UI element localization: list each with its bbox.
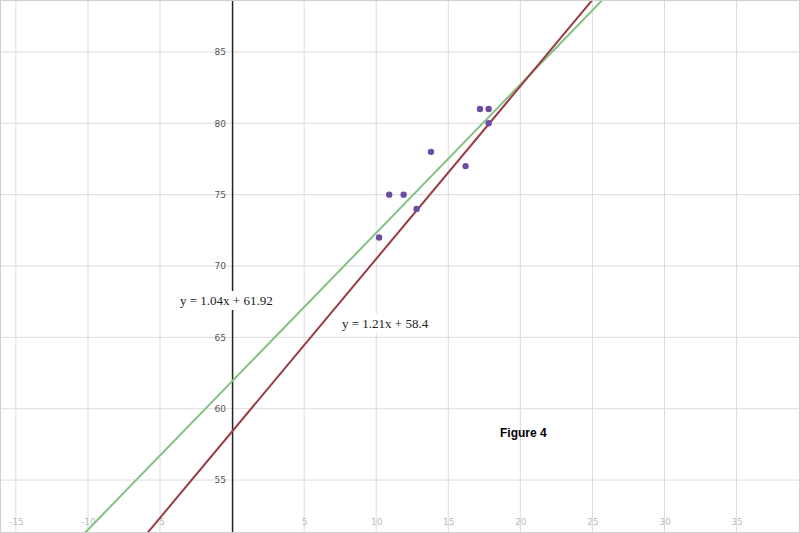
y-tick-label: 60 <box>215 404 227 414</box>
scatter-point <box>413 206 419 212</box>
x-tick: 25 <box>587 517 598 527</box>
y-axis-line <box>232 1 234 533</box>
x-tick-label: 20 <box>515 517 527 527</box>
scatter-point <box>485 120 491 126</box>
y-tick: 65 <box>215 333 232 343</box>
y-grid-line <box>0 337 800 338</box>
y-tick: 75 <box>215 190 232 200</box>
y-grid-line <box>0 51 800 52</box>
scatter-point <box>400 191 406 197</box>
x-tick: 20 <box>515 517 527 527</box>
y-grid-line <box>0 408 800 409</box>
y-tick-label: 85 <box>215 47 226 57</box>
equation-label-box: y = 1.04x + 61.92 <box>177 291 276 310</box>
scatter-point <box>485 106 491 112</box>
y-axis: 55 60 65 70 75 80 85 <box>215 1 233 533</box>
x-tick: -15 <box>9 517 24 527</box>
x-tick-label: 30 <box>659 517 671 527</box>
grid <box>0 0 800 533</box>
x-tick-label: 35 <box>731 517 742 527</box>
y-grid-line <box>0 266 800 267</box>
chart: 55606570758085-15-10-55101520253035y = 1… <box>0 0 800 533</box>
y-tick: 70 <box>215 261 232 271</box>
y-tick: 85 <box>215 47 232 57</box>
equation-label: y = 1.21x + 58.4 <box>342 316 429 331</box>
y-tick: 80 <box>215 119 232 129</box>
x-tick: 15 <box>443 517 454 527</box>
x-axis-line <box>1 519 800 520</box>
x-tick: 35 <box>731 517 742 527</box>
scatter-point <box>477 106 483 112</box>
plot-frame <box>1 1 800 533</box>
y-tick-label: 80 <box>215 119 227 129</box>
regression-line <box>0 0 800 533</box>
figure-caption: Figure 4 <box>500 426 547 440</box>
y-grid-line <box>0 123 800 124</box>
x-tick: 30 <box>659 517 671 527</box>
y-tick-label: 70 <box>215 261 227 271</box>
x-tick: 10 <box>371 517 383 527</box>
scatter-point <box>462 163 468 169</box>
x-tick-label: 5 <box>302 517 308 527</box>
regression-line <box>0 0 800 533</box>
scatter-point <box>376 234 382 240</box>
equation-label: y = 1.04x + 61.92 <box>180 293 273 308</box>
scatter-point <box>428 149 434 155</box>
equation-label-box: y = 1.21x + 58.4 <box>339 314 432 333</box>
y-grid-line <box>0 194 800 195</box>
y-tick-label: 55 <box>215 475 226 485</box>
equation-label-bg <box>177 291 276 310</box>
x-axis: -15-10-55101520253035 <box>1 517 800 527</box>
y-tick-label: 75 <box>215 190 226 200</box>
y-tick: 55 <box>215 475 232 485</box>
x-tick-label: 15 <box>443 517 454 527</box>
x-tick-label: 10 <box>371 517 383 527</box>
x-tick: 5 <box>302 517 308 527</box>
plot-area <box>0 0 800 533</box>
x-tick-label: -15 <box>9 517 24 527</box>
equation-label-bg <box>339 314 432 333</box>
x-tick-label: 25 <box>587 517 598 527</box>
scatter-point <box>386 191 392 197</box>
y-grid-line <box>0 480 800 481</box>
y-tick-label: 65 <box>215 333 226 343</box>
y-tick: 60 <box>215 404 232 414</box>
